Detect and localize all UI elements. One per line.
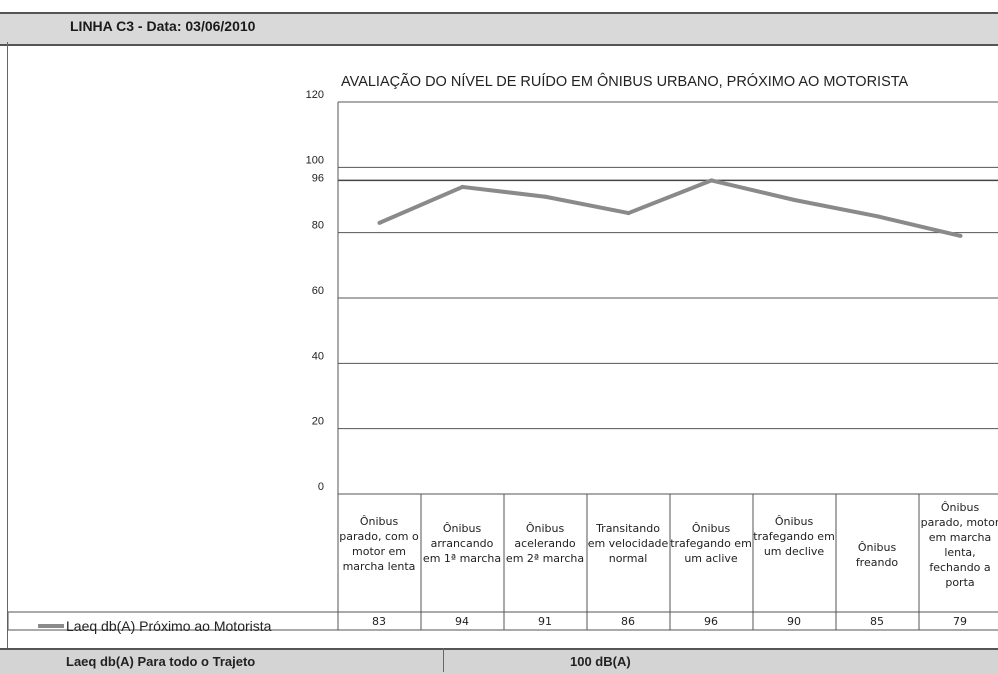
- y-tick-label-120: 120: [306, 89, 324, 101]
- data-table-cell: 83: [372, 615, 386, 628]
- page-title: LINHA C3 - Data: 03/06/2010: [70, 18, 255, 34]
- y-tick-label-20: 20: [312, 416, 324, 428]
- footer-value: 100 dB(A): [570, 654, 631, 669]
- date-text: - Data: 03/06/2010: [134, 18, 256, 34]
- line-name: LINHA C3: [70, 18, 135, 34]
- data-table-cell: 96: [704, 615, 718, 628]
- x-category-label: Transitando em velocidade normal: [587, 522, 669, 565]
- y-tick-label-0: 0: [318, 481, 324, 493]
- data-table-cell: 85: [870, 615, 884, 628]
- data-point-5: [792, 198, 797, 202]
- x-category-label: Ônibus parado, motor em marcha lenta, fe…: [920, 501, 998, 589]
- left-border: [7, 42, 8, 648]
- x-category-label: Ônibus trafegando em um aclive: [670, 522, 752, 565]
- data-point-4: [709, 178, 714, 183]
- x-category-label: Ônibus freando: [855, 541, 899, 569]
- data-point-6: [875, 214, 880, 219]
- data-table-cell: 94: [455, 615, 469, 628]
- data-point-0: [377, 220, 382, 225]
- y-tick-label-80: 80: [312, 220, 324, 232]
- footer-bar: [0, 648, 998, 674]
- y-tick-label-100: 100: [306, 154, 324, 166]
- data-point-1: [460, 184, 465, 189]
- footer-label: Laeq db(A) Para todo o Trajeto: [66, 654, 256, 669]
- x-category-label: Ônibus acelerando em 2ª marcha: [505, 522, 585, 565]
- data-point-3: [626, 211, 631, 216]
- reference-line-label: 96: [312, 172, 324, 184]
- series-line: [378, 178, 961, 238]
- header-bar: [0, 12, 998, 46]
- data-point-7: [958, 233, 963, 238]
- chart-title: AVALIAÇÃO DO NÍVEL DE RUÍDO EM ÔNIBUS UR…: [341, 74, 909, 90]
- x-category-label: Ônibus arrancando em 1ª marcha: [422, 522, 502, 565]
- data-table-cell: 79: [953, 615, 967, 628]
- footer-divider: [443, 648, 444, 672]
- data-table-cell: 90: [787, 615, 801, 628]
- y-tick-label-60: 60: [312, 285, 324, 297]
- data-table-cell: 86: [621, 615, 635, 628]
- legend-series-label: Laeq db(A) Próximo ao Motorista: [66, 618, 272, 634]
- data-table-cell: 91: [538, 615, 552, 628]
- x-category-label: Ônibus trafegando em um declive: [753, 515, 835, 558]
- data-point-2: [543, 194, 548, 199]
- x-category-label: Ônibus parado, com o motor em marcha len…: [339, 515, 419, 573]
- y-tick-label-40: 40: [312, 350, 324, 362]
